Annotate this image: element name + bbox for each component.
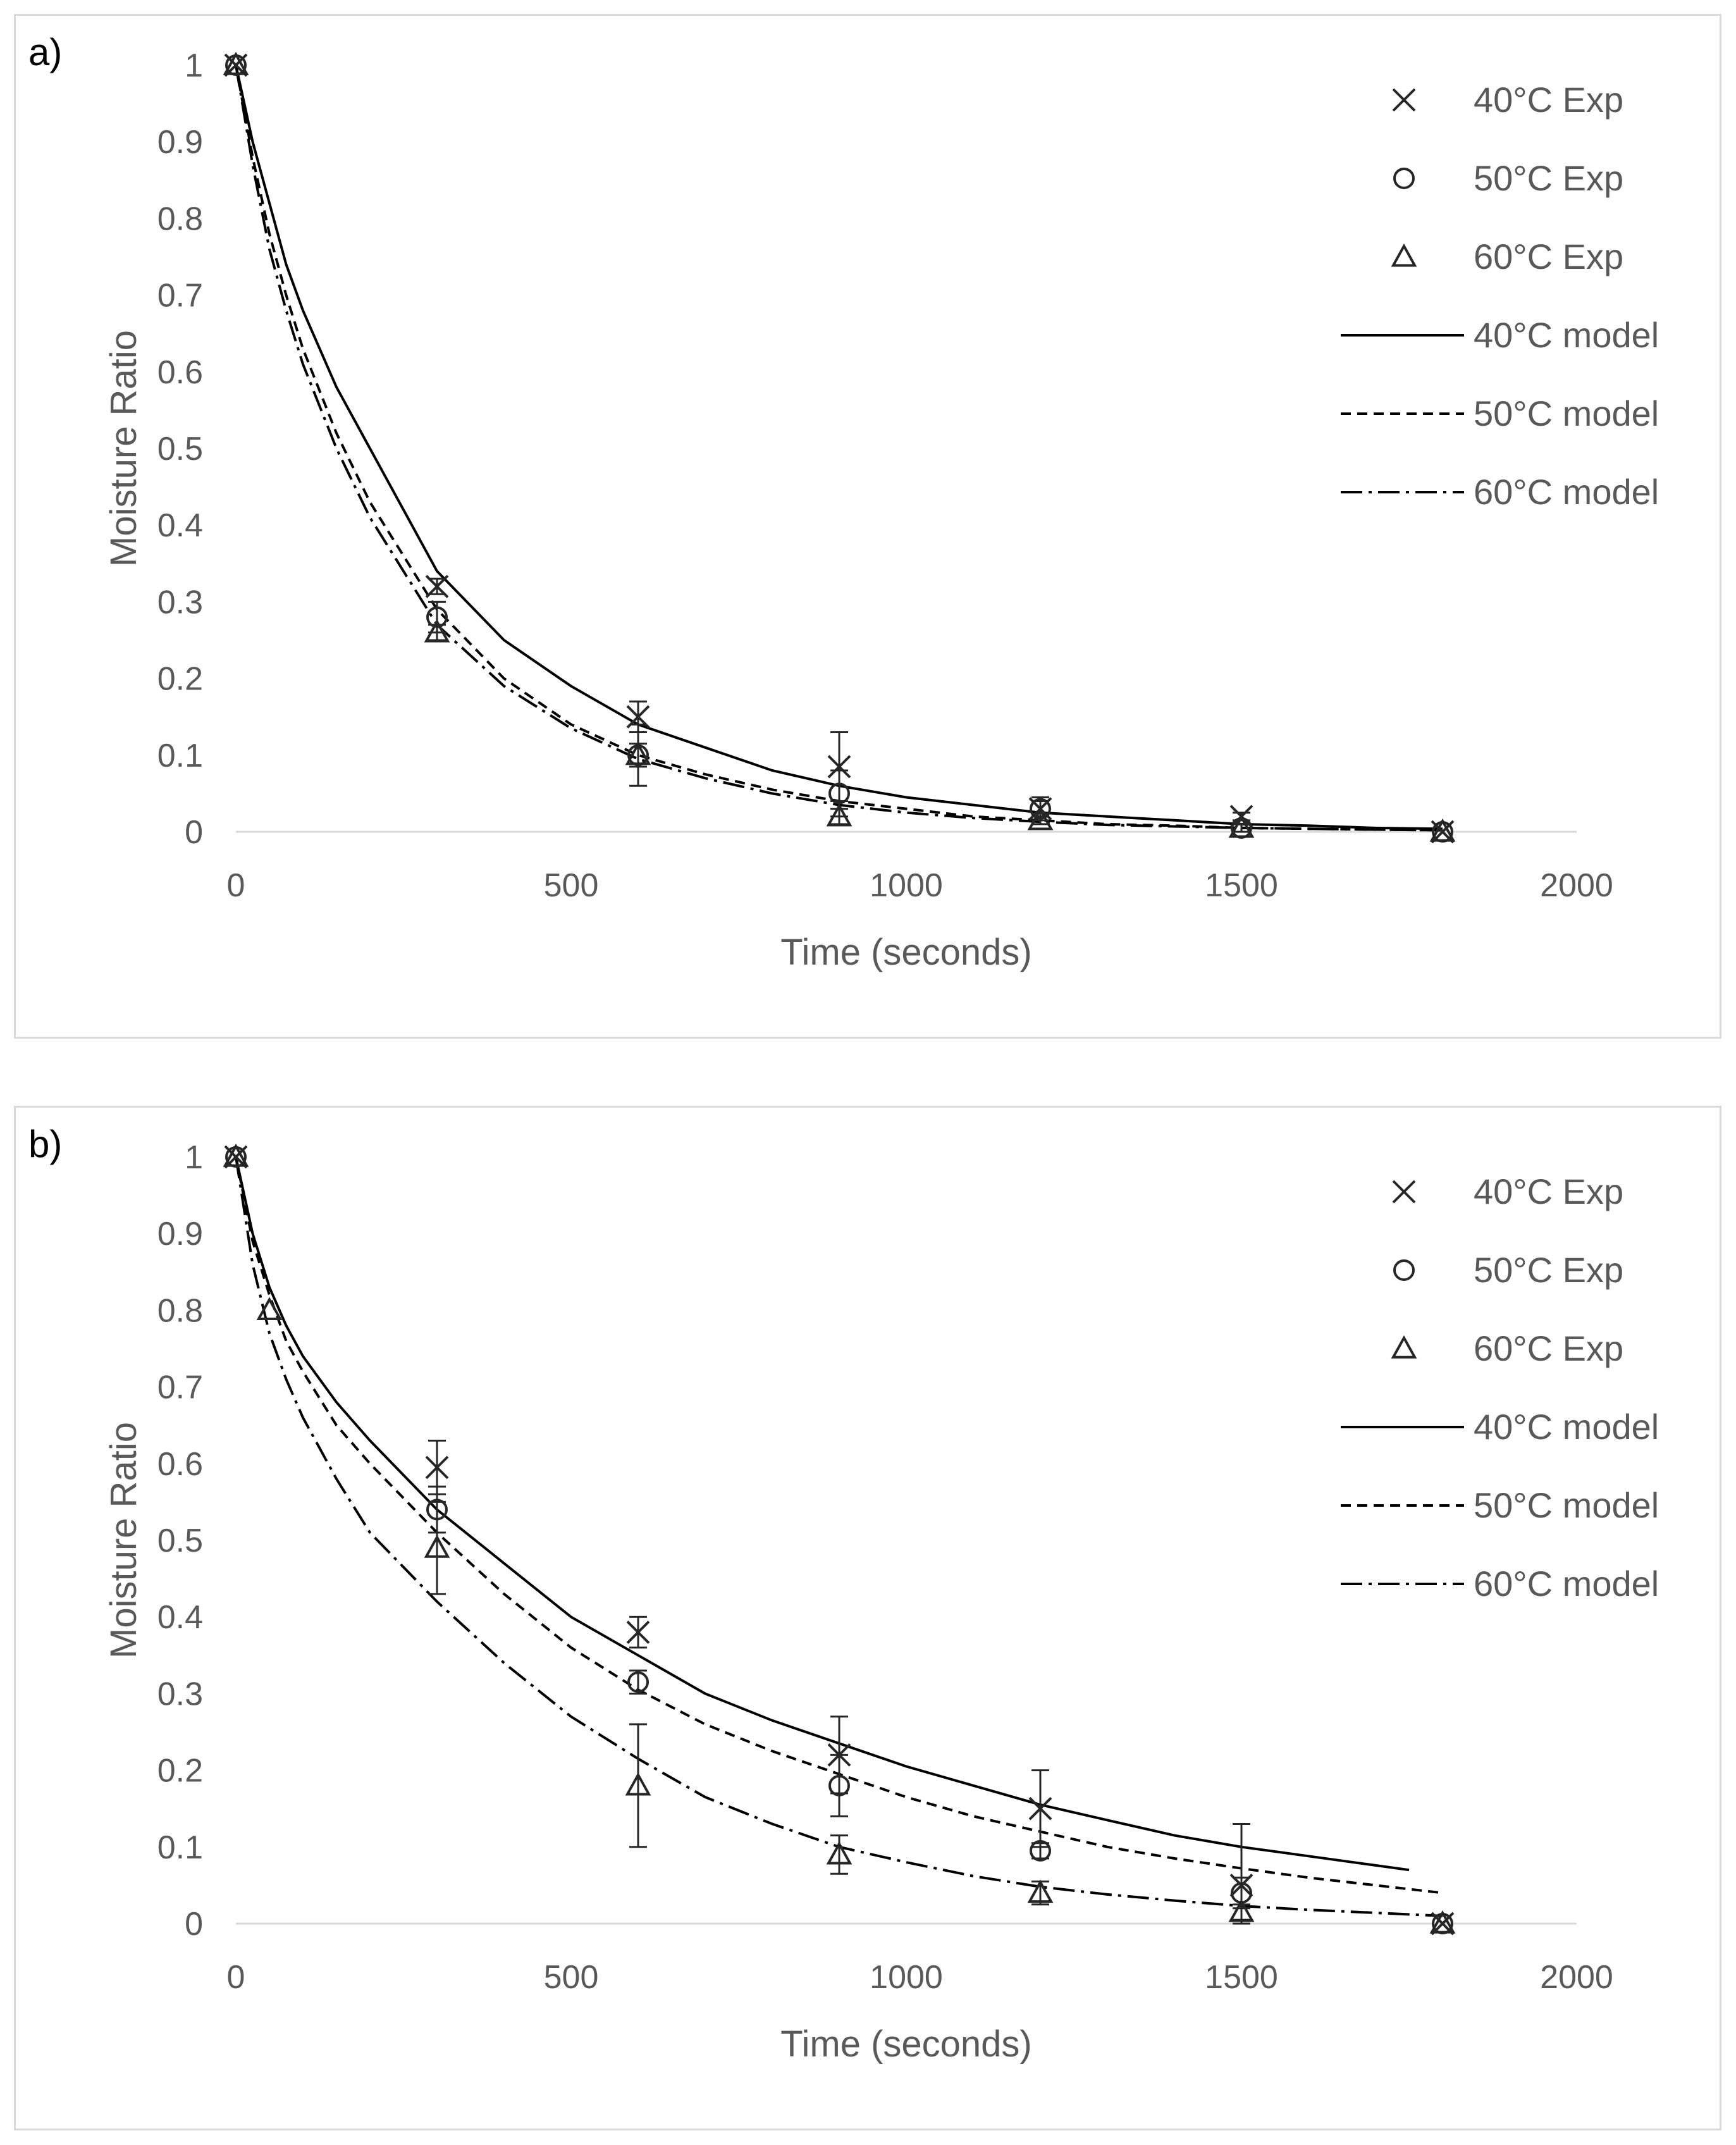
chart-b-data-point-b [626,1621,650,1644]
chart-a-series-markers-2 [225,54,1453,843]
chart-b-y-tick-label: 0.1 [157,1829,203,1866]
chart-a-data-point [424,619,450,643]
chart-b-y-tick-label: 0.6 [157,1446,203,1483]
chart-a-y-tick-label: 0.6 [157,354,203,391]
chart-b-y-tick-label: 0.8 [157,1292,203,1329]
chart-a-series-markers-1 [224,53,1455,844]
chart-a-series-markers-3 [223,51,1456,842]
chart-b-legend-symbol [1391,1335,1417,1359]
chart-a-x-tick-label: 1000 [870,867,943,904]
chart-a-x-axis-title: Time (seconds) [780,932,1032,973]
chart-a-legend-label: 40°C Exp [1474,80,1623,120]
chart-a-x-tick-label: 500 [544,867,599,904]
chart-a-data-point [625,741,651,765]
chart-a-data-point [1228,814,1255,838]
chart-b-x-tick-label: 0 [227,1959,245,1996]
chart-b-x-tick-label: 2000 [1540,1959,1613,1996]
chart-b-legend: 40°C Exp 50°C Exp 60°C Exp 40°C model 50°C m… [1341,1171,1659,1604]
chart-b-panel-label: b) [28,1123,62,1165]
chart-a-y-tick-label: 0.1 [157,738,203,774]
chart-a-x-tick-label: 0 [227,867,245,904]
chart-b-data-point-b [425,1456,449,1480]
chart-a-data-point [828,782,850,805]
chart-a-y-tick-label: 0.8 [157,201,203,237]
chart-a-legend-symbol [1393,168,1415,189]
chart-a-y-tick-label: 0.5 [157,431,203,467]
chart-a-data-point [223,51,249,75]
chart-b-x-tick-label: 1500 [1205,1959,1278,1996]
chart-a-x-tick-label: 2000 [1540,867,1613,904]
chart-a-legend-label: 50°C Exp [1474,158,1623,198]
chart-b-data-point [256,1297,283,1320]
chart-b-data-point [627,1671,649,1693]
chart-a-series-line-1 [235,65,1443,831]
chart-b-data-point [1228,1898,1255,1922]
chart-b-y-tick-label: 0.9 [157,1216,203,1252]
chart-b-x-tick-label: 500 [544,1959,599,1996]
chart-b-data-point [1027,1879,1054,1903]
chart-b-series-line-1 [235,1156,1410,1872]
chart-a-series-line-3 [235,65,1443,832]
chart-b-legend-label: 40°C Exp [1474,1171,1623,1211]
chart-a-y-tick-label: 0.4 [157,507,203,544]
chart-b-y-tick-label: 0.5 [157,1523,203,1559]
chart-b-y-axis-title: Moisture Ratio [103,1422,144,1659]
chart-a-legend-label: 40°C model [1474,315,1659,355]
chart-b-data-point-b [1028,1796,1052,1820]
chart-a-data-point-b [827,755,851,779]
chart-b-svg: b) 0 500 1000 1500 2000 0 0.1 0.2 0.3 0.4 0.5 0.6 0.7… [28,1123,1659,2065]
chart-b-legend-label: 50°C Exp [1474,1250,1623,1290]
chart-a-data-point [1429,818,1456,842]
chart-a-data-point [1027,807,1054,831]
chart-b-series-markers-3 [223,1143,1456,1934]
chart-b-data-point [1429,1910,1456,1934]
chart-b-series-line-2 [235,1156,1443,1895]
chart-b-data-point [828,1774,850,1796]
chart-a-x-tick-label: 1500 [1205,867,1278,904]
chart-b-series-markers-2 [225,1146,1453,1934]
chart-b-data-point [625,1772,651,1796]
chart-a-legend-symbol-b [1392,88,1416,112]
chart-a-y-tick-label: 0 [185,814,203,851]
chart-a-y-tick-label: 0.3 [157,584,203,621]
chart-a-y-tick-label: 0.7 [157,278,203,314]
chart-b-legend-label: 40°C model [1474,1407,1659,1447]
chart-a-y-axis-title: Moisture Ratio [103,330,144,567]
chart-b-data-point [223,1143,249,1167]
chart-a-legend-label: 60°C Exp [1474,237,1623,276]
chart-b-legend-label: 60°C Exp [1474,1328,1623,1368]
chart-b-y-tick-label: 0 [185,1906,203,1943]
chart-a-panel-label: a) [28,31,62,73]
chart-b-y-tick-label: 0.7 [157,1369,203,1406]
chart-a-series-line-2 [235,65,1443,832]
chart-b-legend-symbol [1393,1259,1415,1281]
chart-a-legend: 40°C Exp 50°C Exp 60°C Exp 40°C model 50°C m… [1341,80,1659,512]
chart-b-data-point [1030,1839,1051,1862]
chart-a-legend-label: 50°C model [1474,393,1659,433]
chart-b-legend-label: 50°C model [1474,1485,1659,1525]
chart-a-y-tick-label: 1 [185,47,203,84]
chart-a-legend-symbol [1391,243,1417,267]
chart-panel-a: a) 0 500 1000 1500 2000 0 0.1 0.2 0.3 0.4 0.5 0.6 0.7… [14,14,1721,1039]
chart-b-y-tick-label: 1 [185,1139,203,1176]
chart-b-y-tick-label: 0.4 [157,1599,203,1636]
chart-a-data-point-b [425,574,449,598]
chart-a-legend-label: 60°C model [1474,472,1659,512]
chart-b-y-tick-label: 0.2 [157,1753,203,1790]
chart-panel-b: b) 0 500 1000 1500 2000 0 0.1 0.2 0.3 0.4 0.5 0.6 0.7… [14,1106,1721,2130]
chart-b-series-line-3 [235,1156,1443,1917]
chart-a-y-tick-label: 0.2 [157,661,203,698]
chart-b-x-axis-title: Time (seconds) [780,2024,1032,2065]
chart-a-data-point [826,803,853,827]
chart-b-y-tick-label: 0.3 [157,1676,203,1712]
chart-b-data-point [424,1535,450,1558]
chart-b-legend-symbol-b [1392,1180,1416,1204]
chart-b-x-tick-label: 1000 [870,1959,943,1996]
chart-a-y-tick-label: 0.9 [157,124,203,161]
chart-a-svg: a) 0 500 1000 1500 2000 0 0.1 0.2 0.3 0.4 0.5 0.6 0.7… [28,31,1659,973]
chart-b-data-point [826,1841,853,1865]
chart-b-legend-label: 60°C model [1474,1564,1659,1604]
